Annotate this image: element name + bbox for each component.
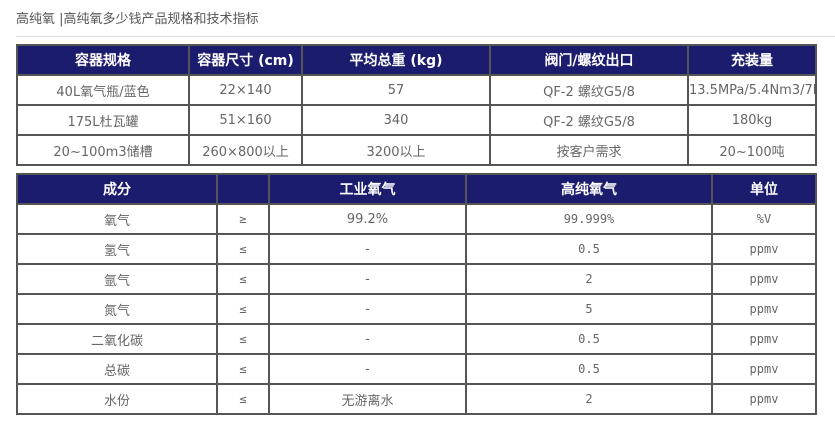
table-cell: 20~100m3储槽 (16, 134, 190, 166)
table-row: 175L杜瓦罐 51×160 340 QF-2 螺纹G5/8 180kg (16, 104, 817, 136)
header-cell: 单位 (711, 173, 817, 205)
table-cell: 3200以上 (301, 134, 491, 166)
table-row: 40L氧气瓶/蓝色 22×140 57 QF-2 螺纹G5/8 13.5MPa/5.4N… (16, 74, 817, 106)
table-cell: %V (711, 203, 817, 235)
table-cell: 0.5 (465, 233, 713, 265)
header-cell: 工业氧气 (268, 173, 467, 205)
table-cell: - (268, 323, 467, 355)
table-cell: - (268, 353, 467, 385)
header-cell: 高纯氧气 (465, 173, 713, 205)
table-row: 氮气 ≤ -5 ppmv (16, 293, 817, 325)
table-cell: ≤ (216, 293, 270, 325)
table-cell: 20~100吨 (687, 134, 817, 166)
table-cell: 260×800以上 (188, 134, 303, 166)
table-cell: 水份 (16, 383, 218, 415)
table-cell: 13.5MPa/5.4Nm3/7kg (687, 74, 817, 106)
table-cell: 2 (465, 383, 713, 415)
table-cell: QF-2 螺纹G5/8 (489, 104, 689, 136)
table-cell: ≤ (216, 383, 270, 415)
table-cell: 180kg (687, 104, 817, 136)
table-cell: - (268, 293, 467, 325)
table-cell: 氢气 (16, 233, 218, 265)
header-cell: 成分 (16, 173, 218, 205)
table-cell: - (268, 263, 467, 295)
table-cell: 99.2% (268, 203, 467, 235)
table-row: 氩气 ≤ -2 ppmv (16, 263, 817, 295)
table-cell: 2 (465, 263, 713, 295)
table-cell: 氩气 (16, 263, 218, 295)
tech-table: 成分 工业氧气 高纯氧气 单位 氧气 ≥99.2% 99.999% %V 氢气 ≤ -0.5… (16, 173, 817, 415)
table-cell: ≤ (216, 323, 270, 355)
table-row: 氧气 ≥99.2% 99.999% %V (16, 203, 817, 235)
tech-table-header: 成分 工业氧气 高纯氧气 单位 (16, 173, 817, 205)
table-cell: 按客户需求 (489, 134, 689, 166)
table-row: 二氧化碳 ≤ -0.5 ppmv (16, 323, 817, 355)
table-cell: 57 (301, 74, 491, 106)
table-cell: ppmv (711, 293, 817, 325)
table-cell: ppmv (711, 233, 817, 265)
table-cell: - (268, 233, 467, 265)
table-cell: 0.5 (465, 323, 713, 355)
table-row: 20~100m3储槽 260×800以上 3200以上 按客户需求 20~100吨 (16, 134, 817, 166)
table-cell: 无游离水 (268, 383, 467, 415)
table-cell: 5 (465, 293, 713, 325)
table-cell: 99.999% (465, 203, 713, 235)
table-cell: 340 (301, 104, 491, 136)
table-cell: ≤ (216, 233, 270, 265)
divider (16, 36, 835, 37)
table-cell: 总碳 (16, 353, 218, 385)
table-cell: 22×140 (188, 74, 303, 106)
page-title: 高纯氧 |高纯氧多少钱产品规格和技术指标 (16, 12, 259, 27)
table-cell: ppmv (711, 353, 817, 385)
table-row: 总碳 ≤ -0.5 ppmv (16, 353, 817, 385)
header-cell: 容器尺寸 (cm) (188, 44, 303, 76)
header-cell: 阀门/螺纹出口 (489, 44, 689, 76)
table-row: 氢气 ≤ -0.5 ppmv (16, 233, 817, 265)
table-cell: ≤ (216, 353, 270, 385)
table-cell: 175L杜瓦罐 (16, 104, 190, 136)
table-cell: ppmv (711, 263, 817, 295)
header-cell (216, 173, 270, 205)
spec-table: 容器规格 容器尺寸 (cm) 平均总重 (kg) 阀门/螺纹出口 充装量 40L… (16, 44, 817, 166)
table-cell: 氮气 (16, 293, 218, 325)
table-cell: QF-2 螺纹G5/8 (489, 74, 689, 106)
header-cell: 充装量 (687, 44, 817, 76)
table-cell: ≤ (216, 263, 270, 295)
table-cell: 51×160 (188, 104, 303, 136)
table-cell: 二氧化碳 (16, 323, 218, 355)
table-cell: 氧气 (16, 203, 218, 235)
table-cell: 0.5 (465, 353, 713, 385)
header-cell: 平均总重 (kg) (301, 44, 491, 76)
table-row: 水份 ≤ 无游离水 2 ppmv (16, 383, 817, 415)
table-cell: ppmv (711, 383, 817, 415)
table-cell: 40L氧气瓶/蓝色 (16, 74, 190, 106)
header-cell: 容器规格 (16, 44, 190, 76)
table-cell: ≥ (216, 203, 270, 235)
table-cell: ppmv (711, 323, 817, 355)
spec-table-header: 容器规格 容器尺寸 (cm) 平均总重 (kg) 阀门/螺纹出口 充装量 (16, 44, 817, 76)
